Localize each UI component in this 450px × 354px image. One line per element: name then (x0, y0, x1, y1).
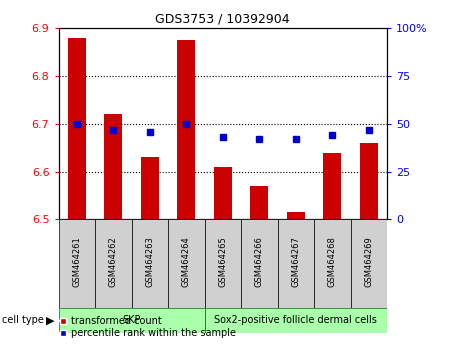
Text: SKP: SKP (122, 315, 141, 325)
Bar (314, 219, 351, 308)
Bar (250, 186, 268, 219)
Bar (204, 308, 387, 333)
Bar (351, 219, 387, 308)
Title: GDS3753 / 10392904: GDS3753 / 10392904 (155, 13, 290, 26)
Bar (360, 143, 378, 219)
Bar (323, 153, 342, 219)
Text: GSM464264: GSM464264 (182, 236, 191, 287)
Text: GSM464267: GSM464267 (291, 236, 300, 287)
Text: cell type: cell type (2, 315, 44, 325)
Bar (241, 219, 278, 308)
Bar (95, 219, 131, 308)
Bar (177, 40, 195, 219)
Text: GSM464261: GSM464261 (72, 236, 81, 287)
Bar (68, 38, 86, 219)
Text: Sox2-positive follicle dermal cells: Sox2-positive follicle dermal cells (214, 315, 377, 325)
Bar (104, 114, 122, 219)
Text: GSM464265: GSM464265 (218, 236, 227, 287)
Bar (278, 219, 314, 308)
Bar (58, 308, 204, 333)
Text: ▶: ▶ (45, 315, 54, 325)
Bar (58, 219, 95, 308)
Bar (168, 219, 204, 308)
Text: GSM464269: GSM464269 (364, 236, 373, 287)
Bar (204, 219, 241, 308)
Bar (214, 167, 232, 219)
Text: GSM464268: GSM464268 (328, 236, 337, 287)
Bar (131, 219, 168, 308)
Legend: transformed count, percentile rank within the sample: transformed count, percentile rank withi… (59, 316, 236, 338)
Bar (287, 212, 305, 219)
Text: GSM464266: GSM464266 (255, 236, 264, 287)
Text: GSM464262: GSM464262 (109, 236, 118, 287)
Text: GSM464263: GSM464263 (145, 236, 154, 287)
Bar (140, 158, 159, 219)
